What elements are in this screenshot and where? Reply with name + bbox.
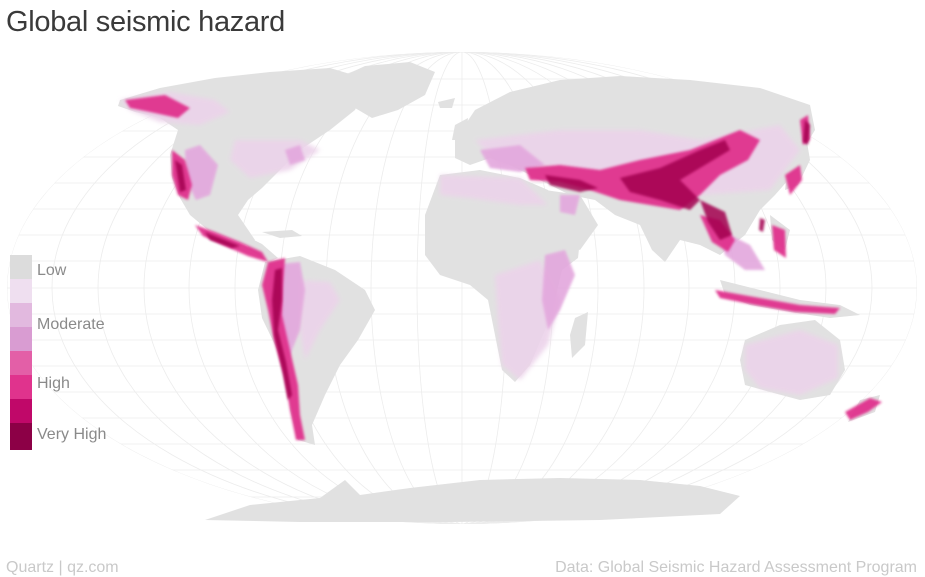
caribbean (262, 230, 302, 238)
philippines-japan (770, 130, 810, 250)
legend-label-very-high: Very High (37, 426, 107, 443)
arabia (545, 190, 598, 250)
legend-label-high: High (37, 375, 70, 392)
legend-swatch-6 (10, 375, 32, 399)
antarctica (205, 478, 740, 522)
source-credit: Quartz | qz.com (6, 559, 119, 576)
hazard-legend: Low Moderate High Very High (10, 255, 140, 450)
central-america (238, 232, 278, 262)
legend-label-moderate: Moderate (37, 316, 105, 333)
legend-swatch-7 (10, 399, 32, 423)
data-source: Data: Global Seismic Hazard Assessment P… (555, 559, 917, 576)
legend-swatch-8 (10, 423, 32, 450)
hazard-moderate (185, 145, 765, 360)
uk-iceland (438, 98, 468, 140)
legend-swatch-1 (10, 255, 32, 279)
legend-swatch-3 (10, 303, 32, 327)
legend-label-low: Low (37, 262, 67, 279)
legend-swatch-2 (10, 279, 32, 303)
legend-swatch-5 (10, 351, 32, 375)
legend-swatch-4 (10, 327, 32, 351)
map-title: Global seismic hazard (6, 6, 285, 38)
madagascar (570, 312, 588, 358)
hazard-very-high (175, 120, 810, 400)
greenland (335, 62, 435, 118)
